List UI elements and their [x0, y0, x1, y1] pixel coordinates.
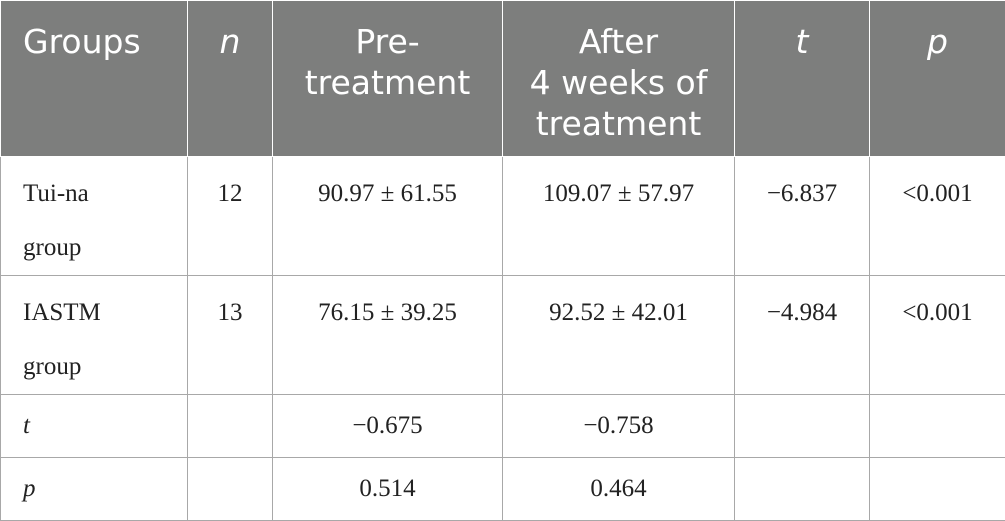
cell-p: <0.001 [870, 276, 1005, 395]
cell-t [735, 458, 870, 521]
cell-n [188, 458, 273, 521]
cell-group: t [1, 395, 188, 458]
table-row-t-stat: t −0.675 −0.758 [1, 395, 1005, 458]
cell-t [735, 395, 870, 458]
group-line2: group [23, 353, 81, 380]
cell-t: −4.984 [735, 276, 870, 395]
table-row-tui-na: Tui-na group 12 90.97 ± 61.55 109.07 ± 5… [1, 157, 1005, 276]
cell-after: 0.464 [503, 458, 735, 521]
cell-pre: 0.514 [273, 458, 503, 521]
cell-after: 92.52 ± 42.01 [503, 276, 735, 395]
cell-pre: 76.15 ± 39.25 [273, 276, 503, 395]
group-line1: IASTM [23, 299, 101, 326]
cell-group: IASTM group [1, 276, 188, 395]
header-n: n [188, 1, 273, 157]
group-line2: group [23, 234, 81, 261]
table-row-iastm: IASTM group 13 76.15 ± 39.25 92.52 ± 42.… [1, 276, 1005, 395]
cell-after: −0.758 [503, 395, 735, 458]
cell-t: −6.837 [735, 157, 870, 276]
group-line1: Tui-na [23, 180, 89, 207]
cell-pre: −0.675 [273, 395, 503, 458]
cell-p [870, 395, 1005, 458]
header-after-line1: After [579, 22, 658, 61]
header-after-line2: 4 weeks of [530, 63, 708, 102]
cell-n: 12 [188, 157, 273, 276]
cell-p [870, 458, 1005, 521]
table-row-p-value: p 0.514 0.464 [1, 458, 1005, 521]
cell-group: Tui-na group [1, 157, 188, 276]
header-after-line3: treatment [536, 104, 702, 143]
header-after-treatment: After 4 weeks of treatment [503, 1, 735, 157]
header-pre-line2: treatment [305, 63, 471, 102]
cell-pre: 90.97 ± 61.55 [273, 157, 503, 276]
header-pre-treatment: Pre- treatment [273, 1, 503, 157]
cell-n: 13 [188, 276, 273, 395]
cell-after: 109.07 ± 57.97 [503, 157, 735, 276]
cell-group: p [1, 458, 188, 521]
table-body: Tui-na group 12 90.97 ± 61.55 109.07 ± 5… [1, 157, 1005, 521]
header-pre-line1: Pre- [355, 22, 419, 61]
header-p: p [870, 1, 1005, 157]
cell-n [188, 395, 273, 458]
cell-p: <0.001 [870, 157, 1005, 276]
header-groups: Groups [1, 1, 188, 157]
header-t: t [735, 1, 870, 157]
table-header: Groups n Pre- treatment After 4 weeks of… [1, 1, 1005, 157]
header-row: Groups n Pre- treatment After 4 weeks of… [1, 1, 1005, 157]
